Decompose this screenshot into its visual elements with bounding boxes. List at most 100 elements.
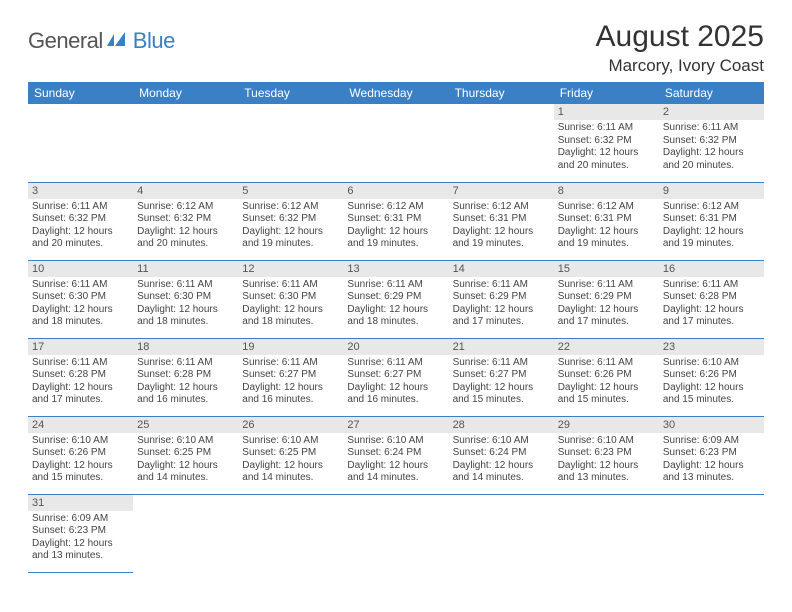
day-number: 30	[659, 417, 764, 433]
calendar-cell	[238, 104, 343, 182]
day-number: 9	[659, 183, 764, 199]
calendar-cell	[133, 494, 238, 572]
calendar-cell: 4Sunrise: 6:12 AMSunset: 6:32 PMDaylight…	[133, 182, 238, 260]
day-number: 1	[554, 104, 659, 120]
calendar-cell	[343, 494, 448, 572]
day-details: Sunrise: 6:11 AMSunset: 6:32 PMDaylight:…	[28, 199, 133, 255]
day-number: 20	[343, 339, 448, 355]
calendar-cell: 23Sunrise: 6:10 AMSunset: 6:26 PMDayligh…	[659, 338, 764, 416]
calendar-cell: 12Sunrise: 6:11 AMSunset: 6:30 PMDayligh…	[238, 260, 343, 338]
weekday-header: Tuesday	[238, 82, 343, 104]
day-number: 28	[449, 417, 554, 433]
day-details: Sunrise: 6:11 AMSunset: 6:29 PMDaylight:…	[449, 277, 554, 333]
day-number: 15	[554, 261, 659, 277]
day-number: 23	[659, 339, 764, 355]
calendar-cell: 1Sunrise: 6:11 AMSunset: 6:32 PMDaylight…	[554, 104, 659, 182]
day-number: 25	[133, 417, 238, 433]
calendar-cell: 2Sunrise: 6:11 AMSunset: 6:32 PMDaylight…	[659, 104, 764, 182]
calendar-cell	[659, 494, 764, 572]
day-number: 11	[133, 261, 238, 277]
day-details: Sunrise: 6:10 AMSunset: 6:23 PMDaylight:…	[554, 433, 659, 489]
month-title: August 2025	[596, 20, 764, 54]
day-details: Sunrise: 6:11 AMSunset: 6:30 PMDaylight:…	[238, 277, 343, 333]
day-number: 3	[28, 183, 133, 199]
day-number: 26	[238, 417, 343, 433]
day-details: Sunrise: 6:11 AMSunset: 6:28 PMDaylight:…	[659, 277, 764, 333]
calendar-cell	[449, 104, 554, 182]
day-details: Sunrise: 6:11 AMSunset: 6:26 PMDaylight:…	[554, 355, 659, 411]
calendar-header-row: SundayMondayTuesdayWednesdayThursdayFrid…	[28, 82, 764, 104]
calendar-cell: 17Sunrise: 6:11 AMSunset: 6:28 PMDayligh…	[28, 338, 133, 416]
calendar-cell: 20Sunrise: 6:11 AMSunset: 6:27 PMDayligh…	[343, 338, 448, 416]
day-number: 5	[238, 183, 343, 199]
day-number: 10	[28, 261, 133, 277]
calendar-cell: 31Sunrise: 6:09 AMSunset: 6:23 PMDayligh…	[28, 494, 133, 572]
day-details: Sunrise: 6:11 AMSunset: 6:32 PMDaylight:…	[554, 120, 659, 176]
calendar-cell	[554, 494, 659, 572]
calendar-cell: 21Sunrise: 6:11 AMSunset: 6:27 PMDayligh…	[449, 338, 554, 416]
day-details: Sunrise: 6:10 AMSunset: 6:26 PMDaylight:…	[28, 433, 133, 489]
day-number: 7	[449, 183, 554, 199]
day-details: Sunrise: 6:11 AMSunset: 6:28 PMDaylight:…	[133, 355, 238, 411]
calendar-cell: 26Sunrise: 6:10 AMSunset: 6:25 PMDayligh…	[238, 416, 343, 494]
calendar-week-row: 3Sunrise: 6:11 AMSunset: 6:32 PMDaylight…	[28, 182, 764, 260]
calendar-week-row: 10Sunrise: 6:11 AMSunset: 6:30 PMDayligh…	[28, 260, 764, 338]
day-details: Sunrise: 6:11 AMSunset: 6:30 PMDaylight:…	[28, 277, 133, 333]
weekday-header: Friday	[554, 82, 659, 104]
day-details: Sunrise: 6:12 AMSunset: 6:31 PMDaylight:…	[659, 199, 764, 255]
weekday-header: Saturday	[659, 82, 764, 104]
day-details: Sunrise: 6:11 AMSunset: 6:28 PMDaylight:…	[28, 355, 133, 411]
calendar-cell: 24Sunrise: 6:10 AMSunset: 6:26 PMDayligh…	[28, 416, 133, 494]
weekday-header: Wednesday	[343, 82, 448, 104]
calendar-week-row: 24Sunrise: 6:10 AMSunset: 6:26 PMDayligh…	[28, 416, 764, 494]
day-number: 8	[554, 183, 659, 199]
calendar-cell: 28Sunrise: 6:10 AMSunset: 6:24 PMDayligh…	[449, 416, 554, 494]
day-details: Sunrise: 6:12 AMSunset: 6:31 PMDaylight:…	[449, 199, 554, 255]
calendar-cell: 19Sunrise: 6:11 AMSunset: 6:27 PMDayligh…	[238, 338, 343, 416]
calendar-table: SundayMondayTuesdayWednesdayThursdayFrid…	[28, 82, 764, 573]
calendar-week-row: 17Sunrise: 6:11 AMSunset: 6:28 PMDayligh…	[28, 338, 764, 416]
day-number: 2	[659, 104, 764, 120]
day-number: 14	[449, 261, 554, 277]
day-number: 19	[238, 339, 343, 355]
weekday-header: Sunday	[28, 82, 133, 104]
calendar-cell: 8Sunrise: 6:12 AMSunset: 6:31 PMDaylight…	[554, 182, 659, 260]
day-number: 31	[28, 495, 133, 511]
day-number: 6	[343, 183, 448, 199]
location: Marcory, Ivory Coast	[596, 56, 764, 76]
weekday-header: Monday	[133, 82, 238, 104]
day-details: Sunrise: 6:11 AMSunset: 6:29 PMDaylight:…	[554, 277, 659, 333]
day-number: 22	[554, 339, 659, 355]
calendar-cell: 15Sunrise: 6:11 AMSunset: 6:29 PMDayligh…	[554, 260, 659, 338]
calendar-week-row: 31Sunrise: 6:09 AMSunset: 6:23 PMDayligh…	[28, 494, 764, 572]
logo-text-blue: Blue	[133, 28, 175, 54]
calendar-cell: 29Sunrise: 6:10 AMSunset: 6:23 PMDayligh…	[554, 416, 659, 494]
calendar-cell: 27Sunrise: 6:10 AMSunset: 6:24 PMDayligh…	[343, 416, 448, 494]
title-block: August 2025 Marcory, Ivory Coast	[596, 20, 764, 76]
day-details: Sunrise: 6:10 AMSunset: 6:25 PMDaylight:…	[133, 433, 238, 489]
day-details: Sunrise: 6:10 AMSunset: 6:26 PMDaylight:…	[659, 355, 764, 411]
calendar-cell: 30Sunrise: 6:09 AMSunset: 6:23 PMDayligh…	[659, 416, 764, 494]
calendar-cell: 6Sunrise: 6:12 AMSunset: 6:31 PMDaylight…	[343, 182, 448, 260]
calendar-cell: 9Sunrise: 6:12 AMSunset: 6:31 PMDaylight…	[659, 182, 764, 260]
day-details: Sunrise: 6:11 AMSunset: 6:27 PMDaylight:…	[343, 355, 448, 411]
calendar-cell	[133, 104, 238, 182]
day-details: Sunrise: 6:11 AMSunset: 6:30 PMDaylight:…	[133, 277, 238, 333]
calendar-cell: 7Sunrise: 6:12 AMSunset: 6:31 PMDaylight…	[449, 182, 554, 260]
day-details: Sunrise: 6:10 AMSunset: 6:25 PMDaylight:…	[238, 433, 343, 489]
calendar-cell: 25Sunrise: 6:10 AMSunset: 6:25 PMDayligh…	[133, 416, 238, 494]
day-details: Sunrise: 6:11 AMSunset: 6:29 PMDaylight:…	[343, 277, 448, 333]
logo: General Blue	[28, 28, 175, 54]
calendar-cell: 3Sunrise: 6:11 AMSunset: 6:32 PMDaylight…	[28, 182, 133, 260]
day-details: Sunrise: 6:11 AMSunset: 6:27 PMDaylight:…	[238, 355, 343, 411]
day-number: 17	[28, 339, 133, 355]
day-number: 21	[449, 339, 554, 355]
day-details: Sunrise: 6:11 AMSunset: 6:27 PMDaylight:…	[449, 355, 554, 411]
calendar-cell: 5Sunrise: 6:12 AMSunset: 6:32 PMDaylight…	[238, 182, 343, 260]
calendar-cell: 22Sunrise: 6:11 AMSunset: 6:26 PMDayligh…	[554, 338, 659, 416]
calendar-cell	[28, 104, 133, 182]
calendar-body: 1Sunrise: 6:11 AMSunset: 6:32 PMDaylight…	[28, 104, 764, 572]
logo-text-general: General	[28, 28, 103, 54]
calendar-cell: 14Sunrise: 6:11 AMSunset: 6:29 PMDayligh…	[449, 260, 554, 338]
calendar-cell: 11Sunrise: 6:11 AMSunset: 6:30 PMDayligh…	[133, 260, 238, 338]
